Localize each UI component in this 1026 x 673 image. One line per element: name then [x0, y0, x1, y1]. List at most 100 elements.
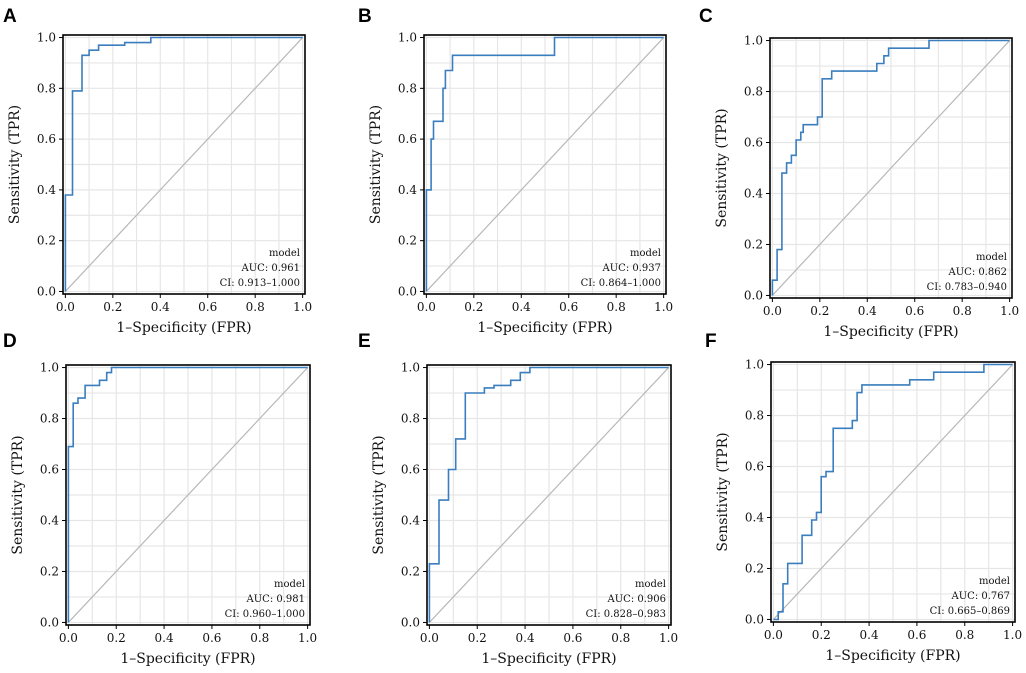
legend-ci: CI: 0.960–1.000	[225, 609, 305, 620]
panel-label-e: E	[358, 331, 371, 352]
x-axis-label-e: 1–Specificity (FPR)	[481, 651, 616, 667]
y-tick-label: 0.4	[401, 513, 420, 527]
y-axis-label-c: Sensitivity (TPR)	[714, 108, 730, 227]
x-tick-label: 0.8	[250, 631, 269, 645]
roc-panel-d: D 0.0 0.2 0.4 0.6 0.8 1.0 0.0 0.2 0.4 0.6 0.8 1.0 1–S…	[3, 331, 317, 667]
y-tick-label: 0.2	[37, 234, 56, 248]
plot-frame-d	[65, 364, 311, 626]
y-tick-label: 0.6	[744, 136, 763, 150]
x-tick-label: 0.0	[420, 631, 439, 645]
x-axis-label-a: 1–Specificity (FPR)	[116, 320, 251, 336]
y-tick-label: 0.4	[744, 186, 763, 200]
y-tick-label: 0.2	[745, 561, 764, 575]
x-tick-label: 0.6	[198, 300, 217, 314]
legend-auc: AUC: 0.937	[602, 263, 661, 274]
x-tick-label: 0.0	[764, 628, 783, 642]
x-tick-label: 0.6	[907, 628, 926, 642]
legend-auc: AUC: 0.981	[246, 594, 305, 605]
y-tick-label: 0.4	[398, 183, 417, 197]
x-axis-label-b: 1–Specificity (FPR)	[477, 320, 612, 336]
y-tick-label: 1.0	[37, 31, 56, 45]
y-tick-label: 0.0	[37, 284, 56, 298]
diagonal-reference-e	[428, 367, 670, 623]
grid-d	[66, 365, 310, 625]
diagonal-reference-f	[772, 364, 1014, 620]
roc-panel-a: A 0.0 0.2 0.4 0.6 0.8 1.0 0.0 0.2 0.4 0.6 0.8 1.0 1–S…	[3, 6, 312, 336]
y-axis-label-d: Sensitivity (TPR)	[10, 435, 26, 554]
x-tick-label: 0.4	[516, 631, 535, 645]
x-tick-label: 0.4	[151, 300, 170, 314]
x-tick-label: 0.2	[103, 300, 122, 314]
y-tick-label: 0.6	[398, 132, 417, 146]
y-tick-label: 0.0	[401, 615, 420, 629]
y-axis-label-f: Sensitivity (TPR)	[715, 432, 731, 551]
x-tick-label: 0.6	[559, 300, 578, 314]
y-tick-label: 0.2	[401, 564, 420, 578]
legend-b: model AUC: 0.937 CI: 0.864–1.000	[581, 248, 661, 289]
panel-label-a: A	[3, 6, 17, 27]
x-tick-label: 0.2	[810, 304, 829, 318]
x-tick-label: 0.0	[763, 304, 782, 318]
roc-panel-c: C 0.0 0.2 0.4 0.6 0.8 1.0 0.0 0.2 0.4 0.6 0.8 1.0 1–S…	[699, 6, 1019, 340]
roc-curve-f	[773, 363, 1013, 621]
y-tick-label: 0.8	[398, 81, 417, 95]
grid-c	[770, 38, 1012, 298]
x-tick-label: 1.0	[654, 300, 673, 314]
roc-panel-e: E 0.0 0.2 0.4 0.6 0.8 1.0 0.0 0.2 0.4 0.6 0.8 1.0 1–S…	[358, 331, 678, 667]
x-tick-label: 1.0	[293, 300, 312, 314]
legend-ci: CI: 0.665–0.869	[930, 606, 1010, 617]
y-axis-label-b: Sensitivity (TPR)	[368, 105, 384, 224]
x-tick-label: 0.2	[464, 300, 483, 314]
x-axis-label-c: 1–Specificity (FPR)	[823, 324, 958, 340]
legend-title: model	[976, 252, 1007, 263]
x-tick-label: 1.0	[298, 631, 317, 645]
legend-e: model AUC: 0.906 CI: 0.828–0.983	[586, 579, 666, 620]
y-tick-label: 1.0	[40, 361, 59, 375]
legend-ci: CI: 0.913–1.000	[220, 278, 300, 289]
x-axis-label-d: 1–Specificity (FPR)	[120, 651, 255, 667]
roc-curve-b	[425, 36, 664, 292]
legend-auc: AUC: 0.767	[951, 591, 1010, 602]
diagonal-reference-a	[64, 37, 304, 292]
x-tick-label: 0.0	[56, 300, 75, 314]
x-tick-label: 0.0	[59, 631, 78, 645]
x-tick-label: 0.6	[905, 304, 924, 318]
y-tick-label: 0.0	[745, 612, 764, 626]
x-tick-label: 0.4	[512, 300, 531, 314]
x-tick-label: 1.0	[659, 631, 678, 645]
y-tick-label: 1.0	[398, 31, 417, 45]
roc-curve-c	[771, 39, 1010, 296]
x-axis-label-f: 1–Specificity (FPR)	[825, 648, 960, 664]
panel-label-b: B	[358, 6, 372, 27]
y-tick-label: 0.6	[37, 132, 56, 146]
y-tick-label: 0.8	[745, 409, 764, 423]
panel-label-d: D	[3, 331, 17, 352]
y-tick-label: 0.8	[744, 85, 763, 99]
x-tick-label: 1.0	[1003, 628, 1022, 642]
y-tick-label: 0.8	[401, 412, 420, 426]
y-tick-label: 1.0	[745, 358, 764, 372]
y-tick-label: 0.4	[40, 513, 59, 527]
legend-auc: AUC: 0.961	[241, 263, 300, 274]
panel-label-f: F	[705, 331, 717, 352]
legend-title: model	[979, 576, 1010, 587]
y-tick-label: 0.6	[745, 460, 764, 474]
y-tick-label: 0.6	[40, 463, 59, 477]
plot-frame-b	[423, 34, 667, 295]
diagonal-reference-b	[425, 37, 665, 292]
x-tick-label: 0.4	[858, 304, 877, 318]
y-tick-label: 0.0	[40, 615, 59, 629]
roc-curve-e	[428, 366, 669, 623]
x-tick-label: 0.2	[107, 631, 126, 645]
legend-ci: CI: 0.864–1.000	[581, 278, 661, 289]
x-tick-label: 0.8	[607, 300, 626, 314]
x-tick-label: 0.8	[246, 300, 265, 314]
y-tick-label: 0.0	[744, 288, 763, 302]
roc-curve-d	[67, 366, 308, 623]
legend-c: model AUC: 0.862 CI: 0.783–0.940	[927, 252, 1007, 293]
y-tick-label: 1.0	[401, 361, 420, 375]
y-tick-label: 0.0	[398, 284, 417, 298]
legend-auc: AUC: 0.906	[607, 594, 666, 605]
legend-title: model	[274, 579, 305, 590]
